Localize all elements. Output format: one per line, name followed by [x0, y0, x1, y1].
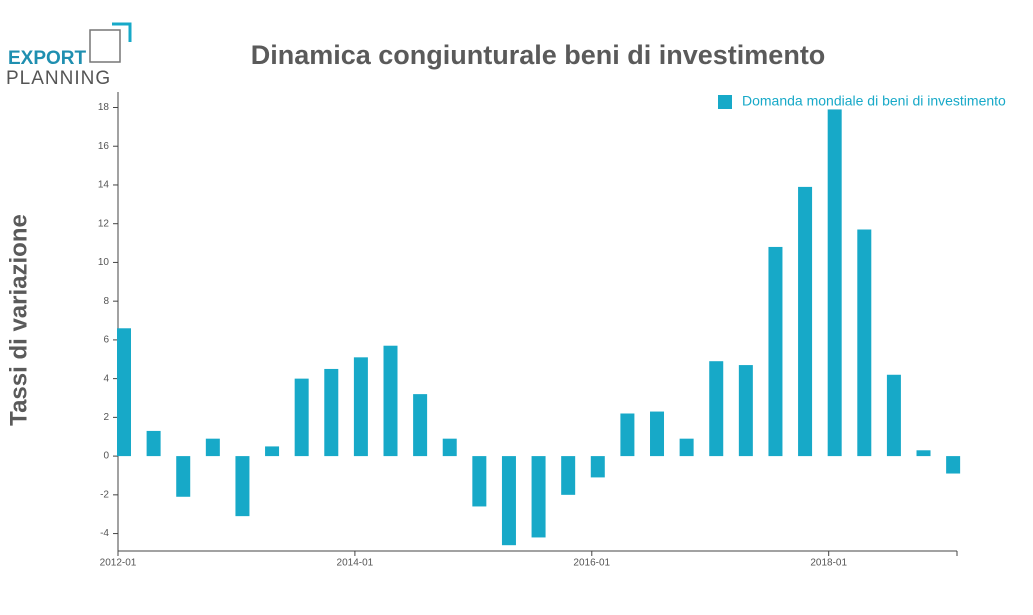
bar — [886, 374, 901, 457]
y-tick-label: 12 — [98, 218, 110, 229]
bar — [650, 411, 665, 457]
bar — [117, 328, 131, 457]
bar — [413, 394, 428, 457]
bar — [146, 430, 161, 457]
bar — [827, 109, 842, 457]
bar — [916, 450, 931, 457]
bar — [620, 413, 635, 457]
bar — [857, 229, 872, 457]
bar — [946, 456, 961, 474]
x-tick-label: 2014-01 — [337, 558, 374, 569]
bar — [383, 345, 398, 457]
y-tick-label: 8 — [103, 296, 109, 307]
bar — [235, 456, 250, 517]
y-tick-label: 18 — [98, 102, 110, 113]
legend-label: Domanda mondiale di beni di investimento — [742, 93, 1006, 109]
logo-text: EXPORT — [8, 48, 87, 69]
y-tick-label: 4 — [103, 373, 109, 384]
y-tick-label: 16 — [98, 141, 110, 152]
chart-title: Dinamica congiunturale beni di investime… — [251, 40, 826, 70]
y-tick-label: 0 — [103, 451, 109, 462]
x-tick-label: 2016-01 — [573, 558, 610, 569]
bar — [176, 456, 191, 497]
y-tick-label: -4 — [100, 528, 109, 539]
y-tick-label: 6 — [103, 335, 109, 346]
bar — [561, 456, 576, 495]
logo-text: PLANNING — [6, 68, 111, 89]
bar — [590, 456, 605, 478]
bar — [501, 456, 516, 546]
bar — [205, 438, 220, 457]
y-axis-label: Tassi di variazione — [5, 214, 32, 426]
bar — [738, 365, 753, 457]
bar — [531, 456, 546, 538]
bar — [353, 357, 368, 457]
bar — [768, 246, 783, 457]
logo-corner — [112, 22, 132, 42]
logo: EXPORT PLANNING — [6, 22, 132, 89]
bar — [709, 361, 724, 457]
bar — [472, 456, 487, 507]
y-tick-label: 10 — [98, 257, 110, 268]
x-tick-label: 2012-01 — [100, 558, 137, 569]
bar — [679, 438, 694, 457]
legend-swatch — [718, 95, 732, 109]
y-tick-label: 2 — [103, 412, 109, 423]
bar — [798, 186, 813, 457]
bar — [442, 438, 457, 457]
bar — [324, 368, 339, 457]
bar — [294, 378, 309, 457]
bar — [265, 446, 280, 457]
y-tick-label: -2 — [100, 489, 109, 500]
x-tick-label: 2018-01 — [810, 558, 847, 569]
logo-frame — [89, 29, 121, 63]
y-tick-label: 14 — [98, 180, 110, 191]
